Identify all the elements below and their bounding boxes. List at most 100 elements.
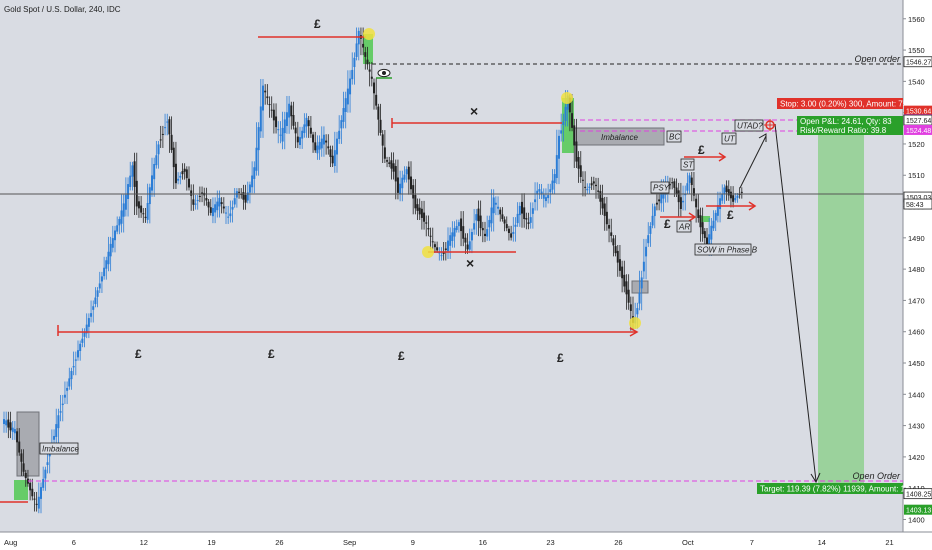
imbalance-label-right: Imbalance [601, 133, 638, 142]
candle-body [438, 252, 441, 254]
candle-body [521, 201, 523, 214]
candle-body [645, 246, 648, 257]
candle-body [201, 192, 204, 194]
price-axis-label: 1546.27 [906, 60, 931, 67]
candle-body [660, 192, 663, 204]
candle-body [686, 183, 689, 191]
candle-body [514, 224, 517, 227]
utad-label: UTAD? [737, 122, 763, 131]
candle-body [42, 478, 45, 488]
price-tick-label: 1560 [908, 15, 925, 24]
candle-body [420, 208, 423, 218]
candle-body [396, 177, 399, 193]
candle-body [48, 453, 51, 457]
candle-body [699, 215, 702, 228]
price-axis-label: 1527.64 [906, 118, 931, 125]
price-tick-label: 1510 [908, 171, 925, 180]
candle-body [673, 181, 676, 188]
candle-body [248, 184, 251, 193]
candle-body [194, 203, 197, 205]
candle-body [381, 134, 384, 146]
pound-symbol: £ [664, 217, 671, 231]
candle-body [436, 247, 439, 251]
candle-body [40, 487, 42, 499]
candle-body [366, 59, 369, 65]
candle-body [414, 194, 417, 209]
candle-body [129, 175, 132, 187]
candle-body [285, 112, 288, 127]
candle-body [636, 308, 639, 315]
candle-body [466, 244, 469, 250]
candle-body [264, 90, 267, 93]
candle-body [231, 206, 234, 210]
candle-body [218, 197, 221, 207]
candle-body [538, 189, 541, 192]
candle-body [146, 203, 149, 220]
candle-body [503, 219, 506, 224]
target-icon [764, 119, 776, 131]
candle-body [66, 387, 69, 391]
candle-body [170, 134, 173, 151]
candle-body [710, 225, 713, 240]
candle-body [494, 202, 497, 205]
candle-body [558, 135, 560, 159]
candle-body [55, 424, 58, 437]
candle-body [447, 240, 449, 252]
candle-body [70, 370, 73, 380]
yellow-marker-oct [629, 317, 641, 329]
pound-symbol: £ [557, 351, 564, 365]
price-axis-label-box [904, 105, 932, 116]
candle-body [368, 69, 371, 72]
candle-body [597, 190, 600, 192]
candle-body [386, 160, 389, 162]
candle-body [516, 213, 519, 224]
price-tick-label: 1490 [908, 234, 925, 243]
candle-body [209, 207, 212, 213]
st-label: ST [683, 161, 694, 170]
projection-arrow-up-head [758, 133, 767, 142]
candle-body [401, 177, 404, 189]
candle-body [107, 251, 110, 265]
candle-body [111, 238, 114, 248]
candle-body [259, 106, 262, 132]
candle-body [603, 203, 606, 216]
pound-symbol: £ [398, 349, 405, 363]
candle-body [174, 163, 177, 184]
candle-body [653, 206, 656, 217]
candle-body [251, 175, 254, 188]
candle-body [370, 76, 373, 79]
candle-body [266, 96, 269, 99]
candle-body [568, 97, 571, 113]
candle-body [318, 141, 321, 150]
candle-body [100, 276, 103, 282]
time-axis[interactable]: Aug6121926Sep9162326Oct7142128 [4, 538, 932, 547]
projection-arrow-down [774, 123, 817, 482]
projection-arrow-up [739, 135, 767, 189]
candle-body [373, 82, 375, 94]
candle-body [148, 187, 151, 205]
open-order-label-top: Open order [854, 54, 901, 64]
candle-body [677, 190, 680, 203]
candle-body [7, 419, 10, 428]
candle-body [336, 138, 338, 155]
price-tick-label: 1480 [908, 265, 925, 274]
candle-body [338, 130, 341, 140]
candle-body [703, 231, 706, 239]
candle-body [651, 215, 654, 226]
candle-body [238, 191, 241, 193]
candle-body [351, 69, 354, 80]
ut-label: UT [724, 135, 736, 144]
candle-body [473, 223, 476, 230]
candle-body [716, 205, 719, 216]
candle-body [732, 195, 735, 202]
small-grey-box [631, 280, 649, 294]
time-tick-label: 14 [818, 538, 826, 547]
candle-body [53, 435, 56, 440]
candle-body [90, 313, 93, 317]
candle-body [172, 147, 175, 168]
price-axis-label-box [903, 56, 932, 68]
candle-body [701, 222, 704, 235]
candle-body [57, 415, 60, 429]
candle-body [227, 216, 230, 218]
